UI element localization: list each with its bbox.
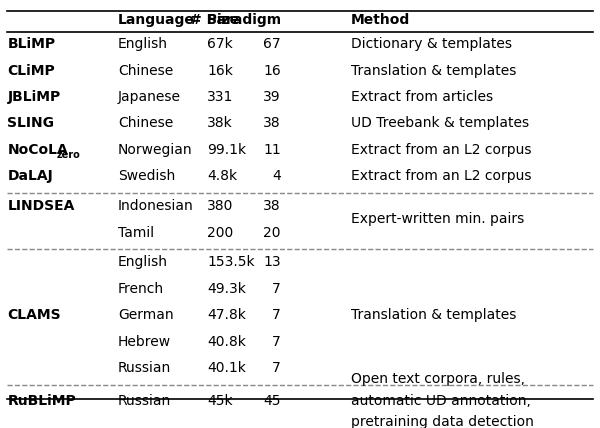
Text: 16k: 16k xyxy=(208,64,233,77)
Text: English: English xyxy=(118,37,168,51)
Text: pretraining data detection: pretraining data detection xyxy=(351,415,533,428)
Text: 45: 45 xyxy=(263,394,281,408)
Text: 40.8k: 40.8k xyxy=(208,335,247,349)
Text: Translation & templates: Translation & templates xyxy=(351,308,516,322)
Text: DaLAJ: DaLAJ xyxy=(7,169,53,184)
Text: 67k: 67k xyxy=(208,37,233,51)
Text: 7: 7 xyxy=(272,335,281,349)
Text: CLiMP: CLiMP xyxy=(7,64,55,77)
Text: Method: Method xyxy=(351,13,410,27)
Text: 13: 13 xyxy=(263,255,281,269)
Text: 11: 11 xyxy=(263,143,281,157)
Text: 99.1k: 99.1k xyxy=(208,143,247,157)
Text: # Paradigm: # Paradigm xyxy=(190,13,281,27)
Text: 7: 7 xyxy=(272,308,281,322)
Text: CLAMS: CLAMS xyxy=(7,308,61,322)
Text: JBLiMP: JBLiMP xyxy=(7,90,61,104)
Text: Translation & templates: Translation & templates xyxy=(351,64,516,77)
Text: NoCoLA: NoCoLA xyxy=(7,143,68,157)
Text: Russian: Russian xyxy=(118,361,171,375)
Text: Norwegian: Norwegian xyxy=(118,143,193,157)
Text: 7: 7 xyxy=(272,361,281,375)
Text: 40.1k: 40.1k xyxy=(208,361,247,375)
Text: Open text corpora, rules,: Open text corpora, rules, xyxy=(351,372,525,386)
Text: Hebrew: Hebrew xyxy=(118,335,171,349)
Text: German: German xyxy=(118,308,173,322)
Text: Japanese: Japanese xyxy=(118,90,181,104)
Text: zero: zero xyxy=(57,150,80,160)
Text: automatic UD annotation,: automatic UD annotation, xyxy=(351,394,530,408)
Text: 38k: 38k xyxy=(208,116,233,131)
Text: 4: 4 xyxy=(272,169,281,184)
Text: 20: 20 xyxy=(263,226,281,240)
Text: 38: 38 xyxy=(263,199,281,213)
Text: Extract from articles: Extract from articles xyxy=(351,90,493,104)
Text: 49.3k: 49.3k xyxy=(208,282,247,296)
Text: 39: 39 xyxy=(263,90,281,104)
Text: French: French xyxy=(118,282,164,296)
Text: Tamil: Tamil xyxy=(118,226,154,240)
Text: 45k: 45k xyxy=(208,394,233,408)
Text: BLiMP: BLiMP xyxy=(7,37,55,51)
Text: 331: 331 xyxy=(208,90,234,104)
Text: Swedish: Swedish xyxy=(118,169,175,184)
Text: 380: 380 xyxy=(208,199,234,213)
Text: 67: 67 xyxy=(263,37,281,51)
Text: Extract from an L2 corpus: Extract from an L2 corpus xyxy=(351,143,531,157)
Text: English: English xyxy=(118,255,168,269)
Text: Size: Size xyxy=(208,13,239,27)
Text: Dictionary & templates: Dictionary & templates xyxy=(351,37,512,51)
Text: SLING: SLING xyxy=(7,116,55,131)
Text: Extract from an L2 corpus: Extract from an L2 corpus xyxy=(351,169,531,184)
Text: 4.8k: 4.8k xyxy=(208,169,238,184)
Text: UD Treebank & templates: UD Treebank & templates xyxy=(351,116,529,131)
Text: 153.5k: 153.5k xyxy=(208,255,255,269)
Text: RuBLiMP: RuBLiMP xyxy=(7,394,76,408)
Text: Chinese: Chinese xyxy=(118,64,173,77)
Text: Expert-written min. pairs: Expert-written min. pairs xyxy=(351,212,524,226)
Text: 38: 38 xyxy=(263,116,281,131)
Text: Language: Language xyxy=(118,13,195,27)
Text: Indonesian: Indonesian xyxy=(118,199,194,213)
Text: 16: 16 xyxy=(263,64,281,77)
Text: 200: 200 xyxy=(208,226,233,240)
Text: Russian: Russian xyxy=(118,394,171,408)
Text: LINDSEA: LINDSEA xyxy=(7,199,75,213)
Text: Chinese: Chinese xyxy=(118,116,173,131)
Text: 7: 7 xyxy=(272,282,281,296)
Text: 47.8k: 47.8k xyxy=(208,308,247,322)
